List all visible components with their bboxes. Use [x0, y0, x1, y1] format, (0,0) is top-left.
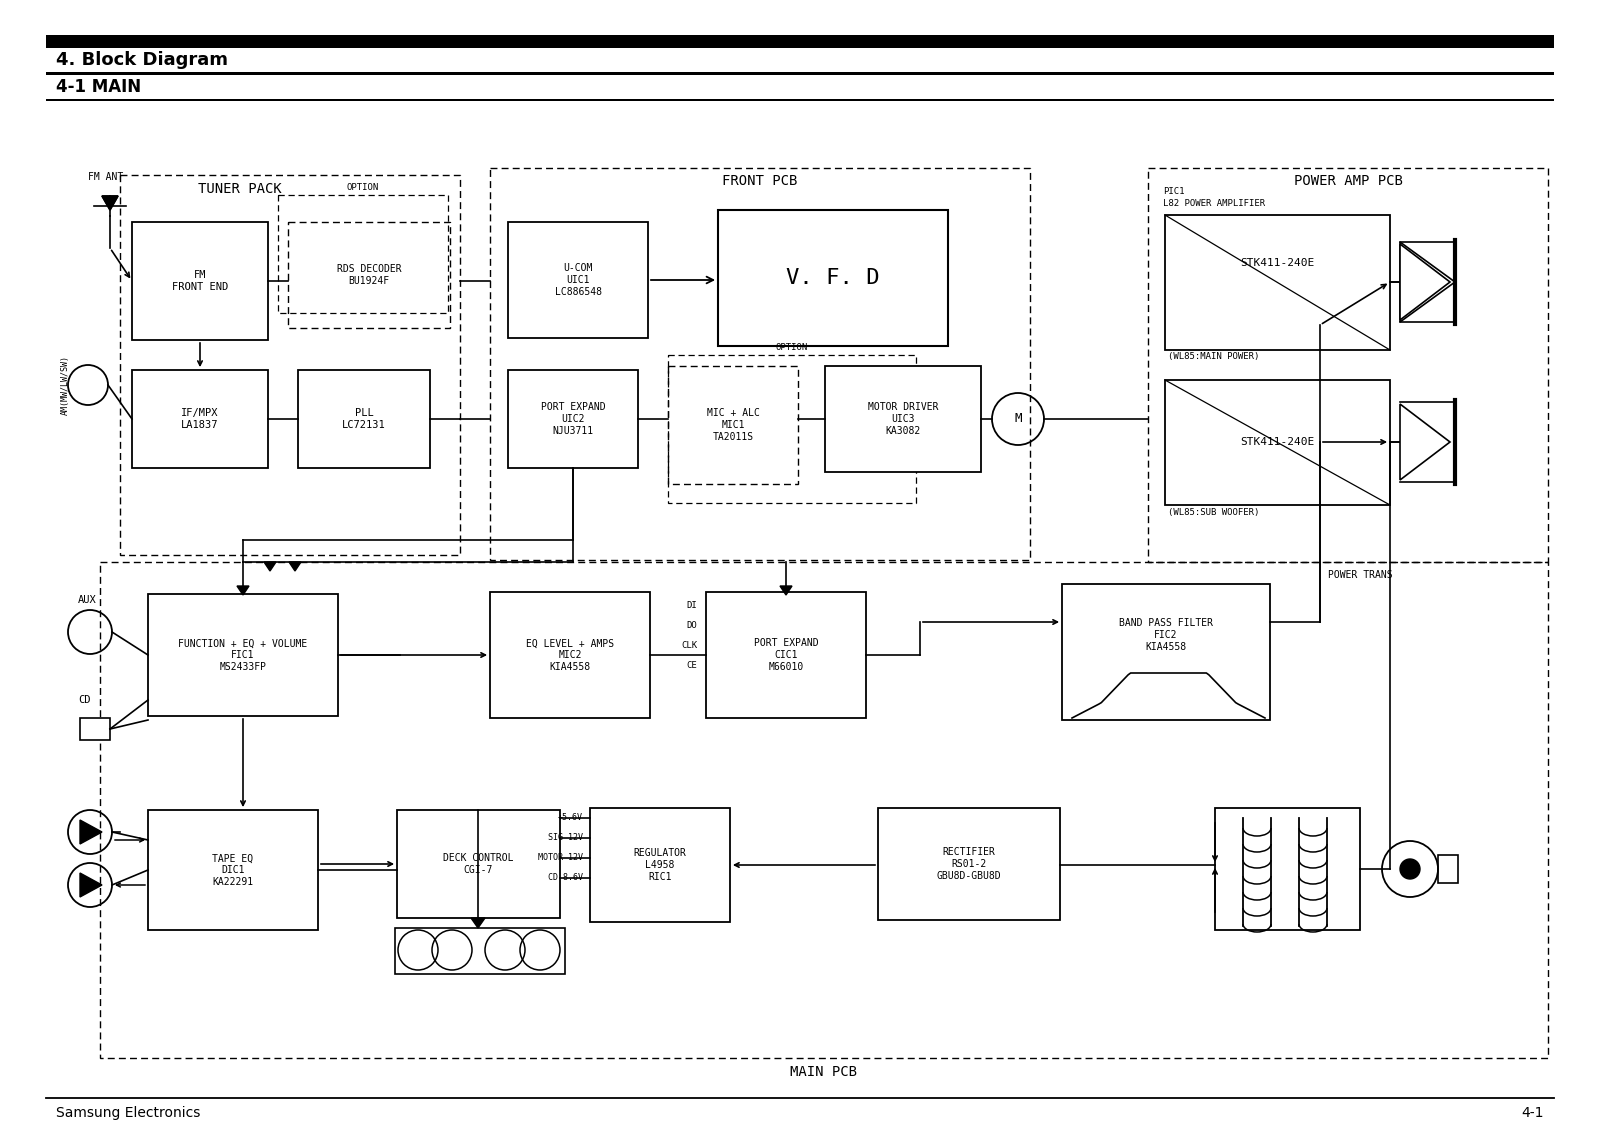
Bar	[1214, 808, 1360, 931]
Polygon shape	[1400, 245, 1450, 320]
Text: RDS DECODER
BU1924F: RDS DECODER BU1924F	[336, 264, 402, 285]
Bar	[397, 811, 560, 918]
Text: FUNCTION + EQ + VOLUME
FIC1
MS2433FP: FUNCTION + EQ + VOLUME FIC1 MS2433FP	[178, 638, 307, 671]
Text: TUNER PACK: TUNER PACK	[198, 182, 282, 196]
Text: DECK CONTROL
CGI-7: DECK CONTROL CGI-7	[443, 854, 514, 875]
Polygon shape	[80, 820, 102, 844]
Bar	[1062, 584, 1270, 720]
Bar	[509, 370, 638, 468]
Text: 4. Block Diagram: 4. Block Diagram	[56, 51, 229, 69]
Bar	[878, 808, 1059, 920]
Text: FM
FRONT END: FM FRONT END	[171, 271, 229, 292]
Bar	[288, 222, 450, 328]
Bar	[395, 928, 565, 974]
Text: CD 8.6V: CD 8.6V	[547, 874, 582, 883]
Text: FRONT PCB: FRONT PCB	[722, 174, 798, 188]
Bar	[131, 370, 269, 468]
Text: PORT EXPAND
CIC1
M66010: PORT EXPAND CIC1 M66010	[754, 638, 818, 671]
Polygon shape	[470, 918, 485, 928]
Bar	[1438, 855, 1458, 883]
Bar	[1165, 215, 1390, 350]
Text: CE: CE	[686, 661, 698, 670]
Text: RECTIFIER
RS01-2
GBU8D-GBU8D: RECTIFIER RS01-2 GBU8D-GBU8D	[936, 848, 1002, 881]
Text: OPTION: OPTION	[347, 183, 379, 192]
Text: MIC + ALC
MIC1
TA2011S: MIC + ALC MIC1 TA2011S	[707, 409, 760, 441]
Polygon shape	[80, 873, 102, 897]
Text: 4-1: 4-1	[1522, 1106, 1544, 1120]
Polygon shape	[264, 561, 277, 571]
Bar	[826, 366, 981, 472]
Bar	[131, 222, 269, 340]
Polygon shape	[781, 586, 792, 595]
Text: Samsung Electronics: Samsung Electronics	[56, 1106, 200, 1120]
Text: SIG 12V: SIG 12V	[547, 833, 582, 842]
Text: V. F. D: V. F. D	[786, 268, 880, 288]
Polygon shape	[102, 196, 118, 211]
Text: L82 POWER AMPLIFIER: L82 POWER AMPLIFIER	[1163, 199, 1266, 208]
Bar	[46, 35, 1554, 48]
Text: PLL
LC72131: PLL LC72131	[342, 409, 386, 430]
Text: MOTOR DRIVER
UIC3
KA3082: MOTOR DRIVER UIC3 KA3082	[867, 402, 938, 436]
Text: MOTOR 12V: MOTOR 12V	[538, 854, 582, 863]
Text: +5.6V: +5.6V	[558, 814, 582, 823]
Text: TAPE EQ
DIC1
KA22291: TAPE EQ DIC1 KA22291	[213, 854, 253, 886]
Bar	[80, 718, 110, 740]
Polygon shape	[1400, 404, 1450, 480]
Text: (WL85:SUB WOOFER): (WL85:SUB WOOFER)	[1168, 508, 1259, 517]
Bar	[669, 355, 915, 503]
Text: REGULATOR
L4958
RIC1: REGULATOR L4958 RIC1	[634, 848, 686, 882]
Circle shape	[1400, 859, 1421, 880]
Bar	[99, 561, 1549, 1058]
Text: STK411-240E: STK411-240E	[1240, 258, 1314, 268]
Text: BAND PASS FILTER
FIC2
KIA4558: BAND PASS FILTER FIC2 KIA4558	[1118, 618, 1213, 652]
Bar	[718, 211, 947, 346]
Bar	[147, 594, 338, 717]
Bar	[1165, 380, 1390, 505]
Text: 4-1 MAIN: 4-1 MAIN	[56, 78, 141, 96]
Bar	[147, 811, 318, 931]
Bar	[46, 72, 1554, 75]
Bar	[1149, 168, 1549, 561]
Bar	[669, 366, 798, 484]
Text: PIC1: PIC1	[1163, 187, 1184, 196]
Polygon shape	[237, 586, 250, 595]
Text: IF/MPX
LA1837: IF/MPX LA1837	[181, 409, 219, 430]
Text: PORT EXPAND
UIC2
NJU3711: PORT EXPAND UIC2 NJU3711	[541, 402, 605, 436]
Bar	[120, 175, 461, 555]
Bar	[590, 808, 730, 921]
Bar	[706, 592, 866, 718]
Bar	[490, 168, 1030, 560]
Bar	[509, 222, 648, 338]
Bar	[490, 592, 650, 718]
Text: EQ LEVEL + AMPS
MIC2
KIA4558: EQ LEVEL + AMPS MIC2 KIA4558	[526, 638, 614, 671]
Text: (WL85:MAIN POWER): (WL85:MAIN POWER)	[1168, 352, 1259, 361]
Text: CLK: CLK	[682, 642, 698, 651]
Text: CD: CD	[78, 695, 91, 705]
Text: POWER TRANS: POWER TRANS	[1328, 571, 1392, 580]
Text: AUX: AUX	[78, 595, 96, 604]
Bar	[298, 370, 430, 468]
Text: OPTION: OPTION	[776, 343, 808, 352]
Text: FM ANT: FM ANT	[88, 172, 123, 182]
Polygon shape	[290, 561, 301, 571]
Bar	[46, 98, 1554, 101]
Bar	[278, 195, 448, 314]
Text: MAIN PCB: MAIN PCB	[790, 1065, 858, 1079]
Text: U-COM
UIC1
LC886548: U-COM UIC1 LC886548	[555, 264, 602, 297]
Text: AM(MW/LW/SW): AM(MW/LW/SW)	[61, 355, 69, 415]
Text: DO: DO	[686, 621, 698, 631]
Text: STK411-240E: STK411-240E	[1240, 437, 1314, 447]
Text: POWER AMP PCB: POWER AMP PCB	[1293, 174, 1403, 188]
Text: M: M	[1014, 412, 1022, 426]
Polygon shape	[102, 196, 118, 211]
Text: DI: DI	[686, 601, 698, 610]
